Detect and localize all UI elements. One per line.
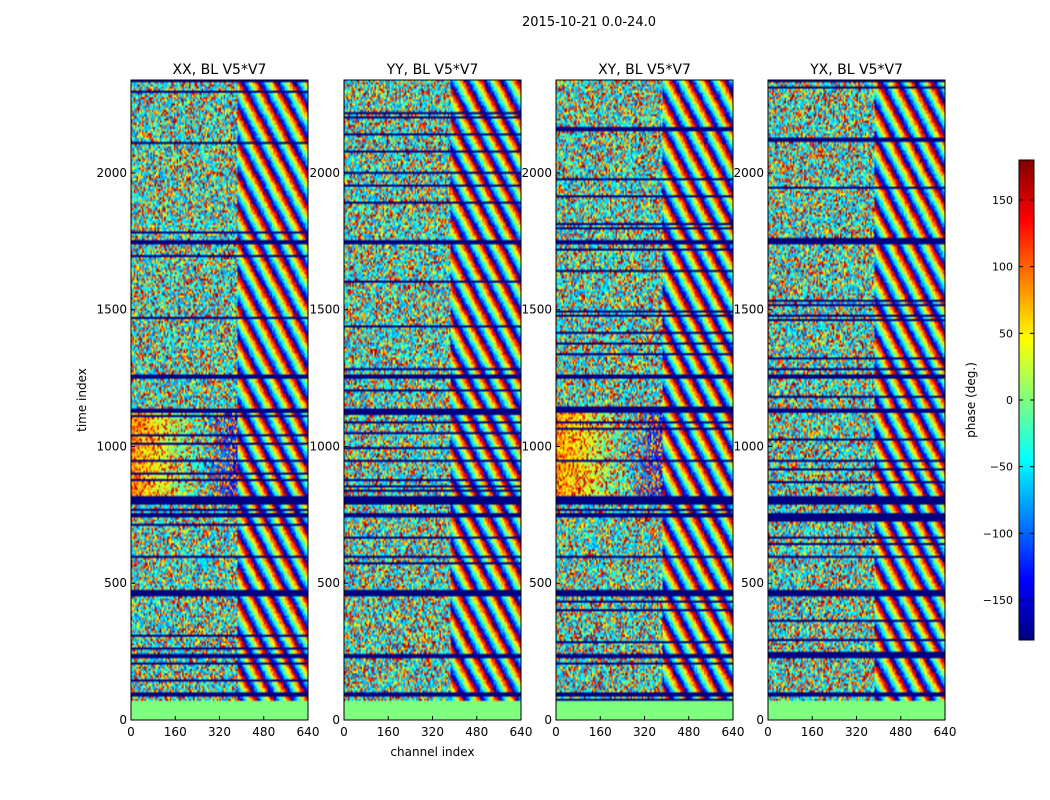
x-tick-label: 480: [677, 725, 700, 739]
colorbar-tick-label: 50: [999, 327, 1013, 340]
y-tick-label: 1000: [521, 439, 552, 453]
x-tick-label: 0: [764, 725, 772, 739]
x-axis-label: channel index: [390, 745, 474, 759]
y-tick-label: 1500: [309, 303, 340, 317]
figure-suptitle: 2015-10-21 0.0-24.0: [522, 15, 656, 30]
x-tick-label: 640: [510, 725, 533, 739]
colorbar-label: phase (deg.): [964, 362, 978, 438]
heatmap-image: [768, 80, 945, 720]
panel-4: YX, BL V5*V7 0 160 320 480 640 0 500 1000 1500 200…: [733, 62, 956, 739]
x-tick-label: 320: [421, 725, 444, 739]
x-tick-label: 640: [722, 725, 745, 739]
x-tick-label: 160: [589, 725, 612, 739]
y-tick-label: 500: [317, 576, 340, 590]
x-tick-label: 0: [340, 725, 348, 739]
y-tick-label: 1000: [309, 439, 340, 453]
heatmap-image: [344, 80, 521, 720]
y-tick-label: 0: [756, 713, 764, 727]
panel-title: XX, BL V5*V7: [173, 62, 267, 78]
x-tick-label: 320: [845, 725, 868, 739]
x-tick-label: 640: [934, 725, 957, 739]
y-tick-label: 2000: [96, 166, 127, 180]
heatmap-image: [556, 80, 733, 720]
y-tick-label: 500: [529, 576, 552, 590]
colorbar-tick-label: 0: [1006, 394, 1013, 407]
colorbar-tick-label: 150: [992, 194, 1013, 207]
y-tick-label: 1000: [96, 439, 127, 453]
x-tick-label: 0: [552, 725, 560, 739]
panel-1: XX, BL V5*V7 0 160 320 480 640 0 500 1000 1500 200…: [75, 62, 319, 739]
colorbar-tick-label: −150: [983, 594, 1013, 607]
y-tick-label: 2000: [733, 166, 764, 180]
y-axis-label: time index: [75, 368, 89, 432]
y-tick-label: 0: [544, 713, 552, 727]
y-tick-label: 500: [104, 576, 127, 590]
y-tick-label: 1500: [96, 303, 127, 317]
colorbar: 150 100 50 0 −50 −100 −150 phase (deg.): [964, 159, 1035, 641]
panel-title: YX, BL V5*V7: [809, 62, 903, 78]
colorbar-tick-label: −100: [983, 527, 1013, 540]
x-tick-label: 480: [465, 725, 488, 739]
x-tick-label: 480: [889, 725, 912, 739]
y-tick-label: 0: [119, 713, 127, 727]
heatmap-image: [131, 80, 308, 720]
y-tick-label: 1500: [733, 303, 764, 317]
y-tick-label: 0: [332, 713, 340, 727]
x-tick-label: 160: [801, 725, 824, 739]
y-tick-label: 2000: [521, 166, 552, 180]
x-tick-label: 160: [164, 725, 187, 739]
x-tick-label: 0: [127, 725, 135, 739]
x-tick-label: 640: [297, 725, 320, 739]
panel-3: XY, BL V5*V7 0 160 320 480 640 0 500 1000 1500 200…: [521, 62, 744, 739]
y-tick-label: 500: [741, 576, 764, 590]
colorbar-tick-label: 100: [992, 261, 1013, 274]
x-tick-label: 480: [252, 725, 275, 739]
x-tick-label: 160: [377, 725, 400, 739]
panel-2: YY, BL V5*V7 0 160 320 480 640 0 500 1000 1500 200…: [309, 62, 532, 759]
y-tick-label: 1000: [733, 439, 764, 453]
panel-title: YY, BL V5*V7: [386, 62, 479, 78]
panel-title: XY, BL V5*V7: [598, 62, 691, 78]
x-tick-label: 320: [208, 725, 231, 739]
x-tick-label: 320: [633, 725, 656, 739]
colorbar-tick-label: −50: [990, 461, 1013, 474]
y-tick-label: 2000: [309, 166, 340, 180]
y-tick-label: 1500: [521, 303, 552, 317]
